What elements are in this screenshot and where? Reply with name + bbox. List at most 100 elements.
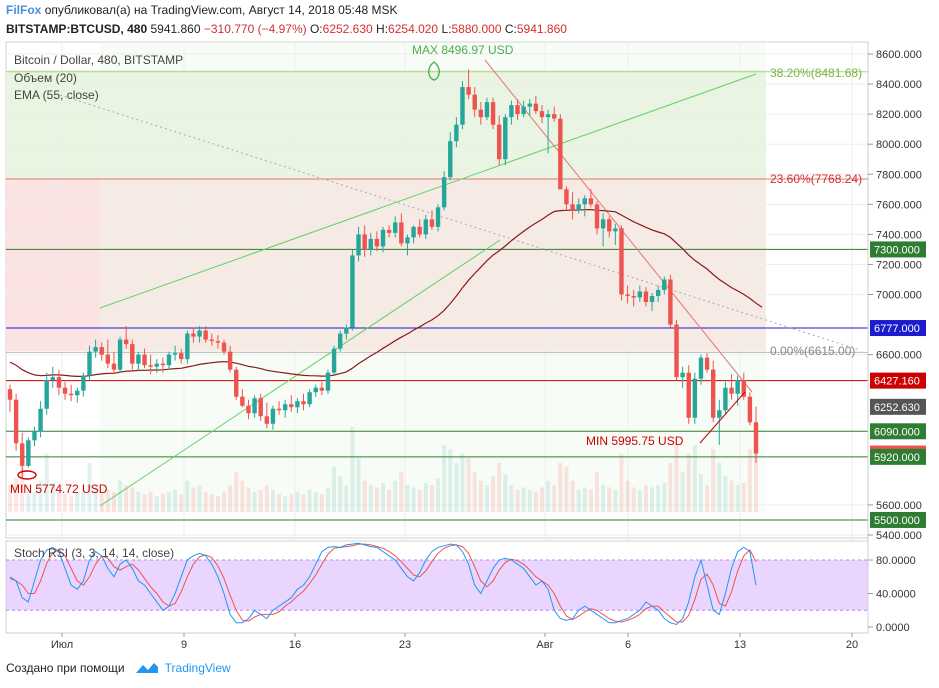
candle [185, 330, 190, 364]
ohlc-bar: BITSTAMP:BTCUSD, 480 5941.860 −310.770 (… [6, 22, 567, 36]
price-tick-label: 7400.000 [876, 229, 922, 241]
volume-bar [50, 482, 55, 512]
volume-bar [75, 491, 80, 512]
candle [289, 395, 294, 412]
candle [435, 204, 441, 232]
candle [44, 372, 49, 415]
candle [307, 389, 312, 408]
volume-bar [539, 487, 544, 512]
candle [111, 351, 117, 375]
volume-bar [356, 458, 361, 512]
candle [215, 335, 221, 349]
candle [723, 381, 728, 415]
channel-lower-line [99, 239, 501, 507]
min-left-annotation: MIN 5774.72 USD [10, 482, 108, 496]
volume-bar [711, 449, 716, 512]
tradingview-link[interactable]: TradingView [135, 661, 231, 675]
candle [191, 327, 196, 343]
price-label-box [870, 241, 926, 258]
price-tick-label: 5600.000 [876, 500, 922, 512]
volume-bar [142, 494, 147, 512]
candle [93, 339, 98, 358]
stoch-tick-label: 80.0000 [876, 555, 916, 567]
candle [179, 348, 184, 364]
volume-bar [576, 489, 581, 512]
volume-bar [613, 489, 618, 512]
fib-zone-red [6, 179, 766, 351]
candle [117, 336, 123, 373]
volume-bar [625, 480, 630, 512]
candle [81, 372, 86, 397]
volume-bar [717, 462, 722, 512]
volume-bar [668, 462, 673, 512]
volume-bar [111, 491, 116, 512]
candle [527, 99, 532, 116]
channel-upper-line [99, 73, 757, 309]
price-axis[interactable]: 8600.000 8400.000 8200.000 8000.000 7800.000… [867, 42, 922, 633]
volume-bar [680, 471, 685, 512]
candle [7, 384, 13, 412]
volume-bar [429, 485, 434, 512]
candle [209, 333, 214, 346]
candle [448, 132, 453, 181]
candle [643, 286, 649, 307]
volume-bar [399, 471, 404, 512]
volume-bar [637, 489, 642, 512]
candle [325, 369, 331, 394]
volume-bar [289, 494, 294, 512]
volume-bar [362, 480, 367, 512]
volume-bar [509, 485, 514, 512]
candle [552, 106, 557, 122]
candle [172, 345, 178, 361]
candle [655, 285, 661, 303]
volume-bar [38, 480, 43, 512]
volume-bar [570, 480, 575, 512]
price-tick-label: 8200.000 [876, 109, 922, 121]
candle [411, 225, 416, 244]
price-label: 6090.000 [874, 426, 920, 438]
volume-bar [533, 491, 538, 512]
volume-bar [595, 471, 600, 512]
candle [160, 357, 166, 373]
volume-bar [442, 444, 447, 512]
tradingview-logo-icon [135, 663, 158, 673]
candle [662, 276, 667, 295]
candle [337, 330, 343, 352]
fib-zone-green [6, 70, 766, 179]
candle [423, 214, 429, 239]
volume-bars [8, 427, 758, 512]
price-label-box [870, 511, 926, 528]
author-link[interactable]: FilFox [6, 3, 42, 17]
volume-bar [63, 494, 68, 512]
volume-bar [582, 487, 587, 512]
time-tick-label: 20 [846, 639, 858, 651]
candle [380, 226, 386, 253]
price-label: 6427.160 [874, 376, 920, 388]
candle [154, 359, 159, 373]
candle [252, 395, 257, 418]
candle [704, 353, 710, 373]
candle [441, 171, 447, 211]
time-tick-label: Июл [51, 639, 73, 651]
price-label: 6777.000 [874, 323, 920, 335]
volume-bar [173, 489, 178, 512]
stoch-d-line [9, 543, 757, 623]
volume-bar [197, 485, 202, 512]
time-axis[interactable]: Июл 9 16 23 Авг 6 13 20 [6, 632, 868, 651]
volume-bar [14, 478, 19, 512]
candle [258, 393, 263, 421]
legend-ema: EMA (55, close) [14, 88, 99, 102]
volume-bar [307, 489, 312, 512]
volume-bar [686, 453, 691, 512]
candle [13, 393, 19, 451]
volume-bar [338, 476, 343, 512]
volume-bar [283, 496, 288, 512]
volume-bar [601, 485, 606, 512]
candle [478, 102, 484, 125]
volume-bar [44, 453, 49, 512]
legend-volume: Объем (20) [14, 71, 77, 85]
volume-bar [325, 487, 330, 512]
stoch-tick-label: 40.0000 [876, 589, 916, 601]
candle [558, 114, 563, 190]
